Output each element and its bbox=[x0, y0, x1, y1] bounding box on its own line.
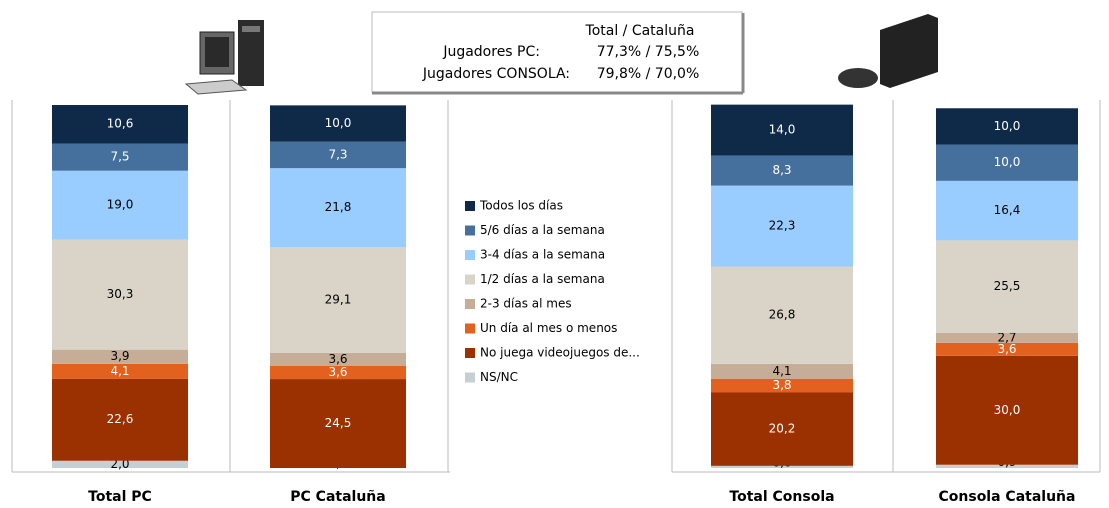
value-label: 29,1 bbox=[325, 293, 352, 307]
console-body bbox=[880, 14, 938, 88]
value-label: 10,6 bbox=[107, 117, 134, 131]
legend-swatch bbox=[465, 299, 475, 309]
legend-label: No juega videojuegos de... bbox=[480, 346, 640, 360]
value-label: 21,8 bbox=[325, 200, 352, 214]
annotation-box: Total / Cataluña Jugadores PC: 77,3% / 7… bbox=[372, 12, 743, 93]
legend-label: NS/NC bbox=[480, 370, 518, 384]
legend-swatch bbox=[465, 324, 475, 334]
value-label: 4,1 bbox=[110, 364, 129, 378]
screen bbox=[205, 37, 229, 67]
value-label: 10,0 bbox=[994, 155, 1021, 169]
legend-swatch bbox=[465, 373, 475, 383]
value-label: 16,4 bbox=[994, 203, 1021, 217]
value-label: 3,6 bbox=[328, 365, 347, 379]
legend-label: 3-4 días a la semana bbox=[480, 248, 605, 262]
annotation-label: Jugadores PC: bbox=[442, 44, 540, 60]
value-label: 4,1 bbox=[772, 364, 791, 378]
value-label: 3,9 bbox=[110, 349, 129, 363]
legend-label: 1/2 días a la semana bbox=[480, 272, 605, 286]
annotation-label: Jugadores CONSOLA: bbox=[422, 66, 570, 82]
x-tick-label: Total PC bbox=[88, 489, 152, 505]
annotation-value: 77,3% / 75,5% bbox=[597, 44, 700, 60]
value-label: 30,3 bbox=[107, 287, 134, 301]
legend-label: 2-3 días al mes bbox=[480, 297, 572, 311]
value-label: 10,0 bbox=[325, 116, 352, 130]
annotation-header: Total / Cataluña bbox=[585, 23, 695, 39]
value-label: 22,3 bbox=[769, 219, 796, 233]
legend-swatch bbox=[465, 250, 475, 260]
x-tick-label: Total Consola bbox=[729, 489, 834, 505]
value-label: 7,3 bbox=[328, 147, 347, 161]
legend-label: 5/6 días a la semana bbox=[480, 223, 605, 237]
value-label: 8,3 bbox=[772, 163, 791, 177]
value-label: 20,2 bbox=[769, 422, 796, 436]
annotation-value: 79,8% / 70,0% bbox=[597, 66, 700, 82]
value-label: 24,5 bbox=[325, 416, 352, 430]
legend-swatch bbox=[465, 275, 475, 285]
drive bbox=[242, 26, 260, 32]
x-tick-label: Consola Cataluña bbox=[939, 489, 1076, 505]
keyboard bbox=[186, 80, 246, 94]
legend-swatch bbox=[465, 201, 475, 211]
value-label: 3,8 bbox=[772, 378, 791, 392]
value-label: 22,6 bbox=[107, 412, 134, 426]
pc-icon bbox=[186, 20, 264, 94]
console-icon bbox=[838, 14, 938, 88]
legend-swatch bbox=[465, 348, 475, 358]
value-label: 26,8 bbox=[769, 308, 796, 322]
controller bbox=[838, 68, 878, 88]
chart: Total / Cataluña Jugadores PC: 77,3% / 7… bbox=[0, 0, 1109, 508]
legend-label: Todos los días bbox=[479, 199, 563, 213]
legend-swatch bbox=[465, 226, 475, 236]
value-label: 3,6 bbox=[328, 352, 347, 366]
x-tick-label: PC Cataluña bbox=[290, 489, 385, 505]
value-label: 25,5 bbox=[994, 279, 1021, 293]
value-label: 10,0 bbox=[994, 119, 1021, 133]
value-label: 14,0 bbox=[769, 123, 796, 137]
value-label: 7,5 bbox=[110, 150, 129, 164]
legend-label: Un día al mes o menos bbox=[480, 321, 617, 335]
value-label: 30,0 bbox=[994, 403, 1021, 417]
value-label: 19,0 bbox=[107, 198, 134, 212]
